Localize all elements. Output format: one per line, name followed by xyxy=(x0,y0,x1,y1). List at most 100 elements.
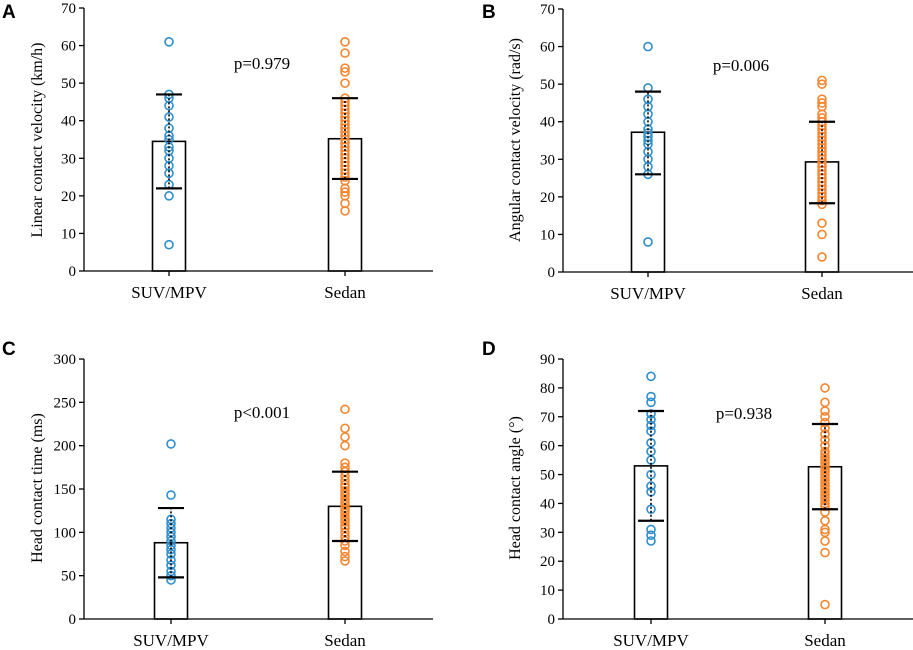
data-point xyxy=(340,423,350,434)
data-point xyxy=(820,411,830,422)
data-point xyxy=(340,440,350,451)
data-point xyxy=(817,229,827,240)
y-axis-title-d: Head contact angle (°) xyxy=(507,416,524,560)
data-point xyxy=(340,67,350,77)
data-point xyxy=(646,536,656,546)
data-point xyxy=(646,524,656,535)
y-tick-label: 60 xyxy=(61,39,76,55)
data-point xyxy=(643,94,653,104)
y-tick-label: 50 xyxy=(61,569,76,585)
data-point xyxy=(646,391,656,402)
y-tick-label: 50 xyxy=(540,468,555,484)
x-tick-label: Sedan xyxy=(801,284,843,303)
y-tick-label: 30 xyxy=(540,525,555,541)
p-value-a: p=0.979 xyxy=(234,54,290,73)
panel-a: A Linear contact velocity (km/h) p=0.979… xyxy=(2,1,433,302)
y-tick-label: 30 xyxy=(540,152,555,168)
x-tick-label: Sedan xyxy=(804,631,846,650)
panel-b: B Angular contact velocity (rad/s) p=0.0… xyxy=(482,2,913,303)
data-point xyxy=(820,527,830,538)
data-point xyxy=(646,371,656,382)
panel-letter-a: A xyxy=(2,2,16,23)
p-value-b: p=0.006 xyxy=(713,56,769,75)
data-point xyxy=(340,458,350,468)
data-point xyxy=(340,546,350,557)
y-tick-label: 60 xyxy=(540,439,555,455)
y-tick-label: 0 xyxy=(548,612,556,628)
y-tick-label: 0 xyxy=(548,265,556,281)
panel-letter-b: B xyxy=(482,2,496,23)
p-value-c: p<0.001 xyxy=(234,403,290,422)
data-point xyxy=(166,514,176,525)
data-point xyxy=(646,397,656,408)
y-tick-label: 100 xyxy=(54,525,77,541)
data-point xyxy=(820,397,830,408)
data-point xyxy=(164,37,174,47)
data-point xyxy=(817,94,827,104)
data-point xyxy=(340,404,350,415)
panel-d: D Head contact angle (°) p=0.938 0 10 20 30… xyxy=(482,339,913,650)
p-value-d: p=0.938 xyxy=(716,404,772,423)
data-point xyxy=(820,599,830,610)
y-tick-label: 250 xyxy=(54,395,77,411)
y-axis-title-c: Head contact time (ms) xyxy=(29,413,46,563)
data-point xyxy=(820,406,830,416)
x-tick-label: Sedan xyxy=(324,631,366,650)
y-tick-label: 0 xyxy=(69,264,77,280)
y-tick-label: 60 xyxy=(540,40,555,56)
data-point xyxy=(340,485,350,496)
y-tick-label: 50 xyxy=(61,76,76,92)
y-tick-label: 30 xyxy=(61,151,76,167)
y-tick-label: 20 xyxy=(540,190,555,206)
data-point xyxy=(164,112,174,122)
data-point xyxy=(646,504,656,515)
data-point xyxy=(166,439,176,449)
y-tick-label: 40 xyxy=(540,115,555,131)
y-tick-label: 150 xyxy=(54,482,77,498)
y-tick-label: 300 xyxy=(54,352,77,368)
data-point xyxy=(820,547,830,558)
data-point xyxy=(164,239,174,250)
y-tick-label: 40 xyxy=(61,114,76,130)
y-tick-label: 10 xyxy=(61,226,76,242)
data-point xyxy=(340,78,350,88)
panel-letter-d: D xyxy=(482,339,496,360)
data-point xyxy=(817,79,827,89)
bar-suv-mpv xyxy=(151,140,187,272)
y-tick-label: 200 xyxy=(54,439,77,455)
data-point xyxy=(340,551,350,562)
data-point xyxy=(643,237,653,247)
data-point xyxy=(646,530,656,541)
data-point xyxy=(646,481,656,491)
y-tick-label: 10 xyxy=(540,227,555,243)
x-tick-label: SUV/MPV xyxy=(613,631,689,650)
y-axis-title-a: Linear contact velocity (km/h) xyxy=(29,42,46,237)
data-point xyxy=(340,63,350,73)
y-tick-label: 40 xyxy=(540,496,555,512)
data-point xyxy=(164,191,174,201)
data-point xyxy=(817,218,827,228)
data-point xyxy=(820,417,830,428)
x-tick-label: SUV/MPV xyxy=(133,631,209,650)
y-tick-label: 90 xyxy=(540,352,555,368)
y-tick-label: 70 xyxy=(540,410,555,426)
data-point xyxy=(820,429,830,439)
x-tick-label: SUV/MPV xyxy=(610,284,686,303)
y-tick-label: 0 xyxy=(69,612,77,628)
data-point xyxy=(340,556,350,566)
x-tick-label: Sedan xyxy=(324,283,366,302)
y-tick-label: 70 xyxy=(540,2,555,18)
data-point xyxy=(820,440,830,451)
y-axis-title-b: Angular contact velocity (rad/s) xyxy=(507,38,524,242)
panel-letter-c: C xyxy=(2,339,16,360)
y-tick-label: 20 xyxy=(61,189,76,205)
panel-c: C Head contact time (ms) p<0.001 0 50 100 1… xyxy=(2,339,433,650)
data-point xyxy=(340,432,350,442)
data-point xyxy=(643,41,653,52)
y-tick-label: 10 xyxy=(540,583,555,599)
data-point xyxy=(817,75,827,86)
data-point xyxy=(646,420,656,431)
bar-suv-mpv xyxy=(633,465,669,620)
data-point xyxy=(817,252,827,262)
